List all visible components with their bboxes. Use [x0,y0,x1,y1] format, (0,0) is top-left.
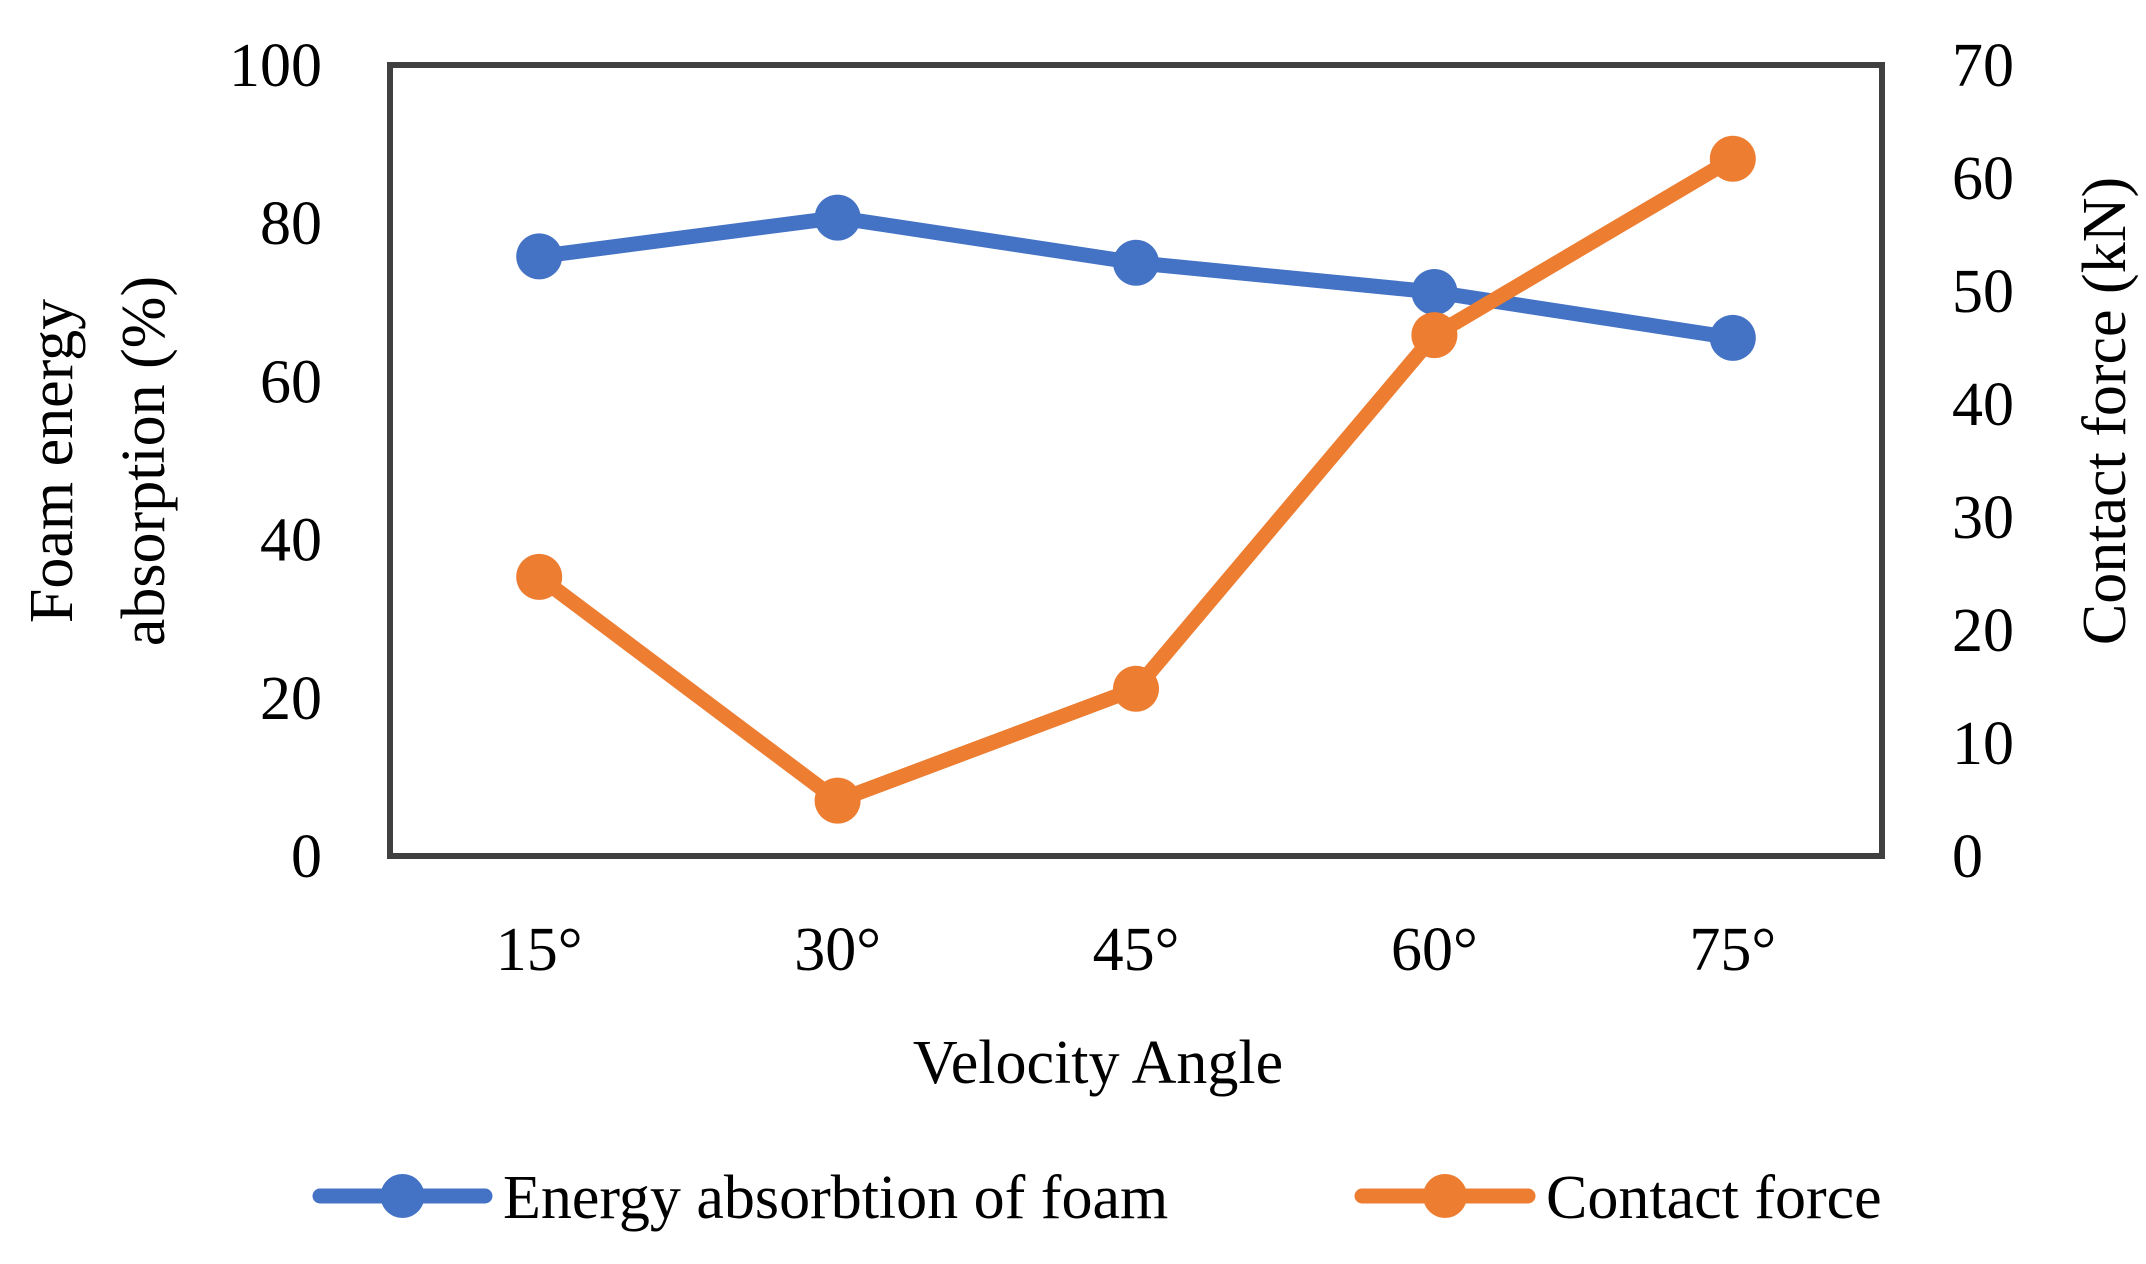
legend-label: Energy absorbtion of foam [503,1164,1168,1232]
y2-tick-label: 10 [1952,710,2014,778]
y2-tick-label: 0 [1952,823,1983,891]
y-axis-title-line-1: Foam energy [18,299,86,623]
y2-tick-label: 30 [1952,484,2014,552]
x-axis-title: Velocity Angle [913,1029,1283,1097]
y2-tick-label: 40 [1952,371,2014,439]
y-tick-label: 20 [260,665,322,733]
data-point [1113,665,1159,712]
y2-axis-title: Contact force (kN) [2071,177,2139,645]
data-point [814,194,861,241]
y2-tick-label: 70 [1952,32,2014,100]
legend: Energy absorbtion of foam Contact force [312,1164,1882,1232]
data-point [516,233,563,280]
legend-label: Contact force [1546,1164,1882,1232]
x-tick-label: 45° [1093,916,1180,984]
data-point [1411,312,1458,359]
legend-marker [380,1174,425,1218]
right-axis-ticks: 0 10 20 30 40 50 60 70 [1952,32,2014,891]
y-tick-label: 40 [260,507,322,575]
plot-area-frame [387,62,1885,859]
y-tick-label: 60 [260,348,322,416]
legend-marker [1423,1174,1467,1218]
series-layer [516,135,1756,824]
data-point [1709,135,1756,182]
data-point [814,777,861,824]
y2-tick-label: 60 [1952,145,2014,213]
x-tick-label: 30° [794,916,881,984]
data-point [1113,239,1159,286]
x-tick-label: 60° [1391,916,1478,984]
y-tick-label: 0 [291,823,322,891]
x-tick-label: 15° [496,916,583,984]
left-axis-ticks: 0 20 40 60 80 100 [229,32,322,891]
data-point [1411,269,1458,316]
y-tick-label: 100 [229,32,322,100]
y-tick-label: 80 [260,190,322,258]
y-axis-title-line-2: absorption (%) [110,276,178,646]
data-point [516,553,563,600]
x-axis-ticks: 15° 30° 45° 60° 75° [496,916,1776,984]
x-tick-label: 75° [1689,916,1776,984]
y2-tick-label: 20 [1952,597,2014,665]
data-point [1709,314,1756,361]
y2-tick-label: 50 [1952,258,2014,326]
